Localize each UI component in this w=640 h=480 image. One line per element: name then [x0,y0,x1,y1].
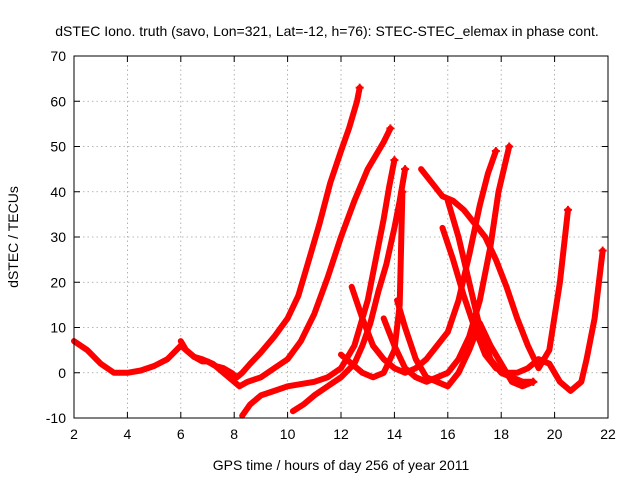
plus-marker [401,165,410,174]
series-line-4 [289,166,409,415]
plus-marker [563,205,572,214]
x-tick-label: 20 [547,426,563,442]
data-series [71,83,607,419]
y-tick-label: 30 [50,229,66,245]
plus-marker [355,83,364,92]
y-tick-label: -10 [46,410,66,426]
x-tick-label: 18 [493,426,509,442]
series-line-9 [418,166,571,372]
y-tick-label: 60 [50,93,66,109]
y-tick-label: 10 [50,320,66,336]
y-tick-label: 0 [58,365,66,381]
plus-marker [386,124,395,133]
series-line-11 [444,197,537,385]
y-tick-label: 20 [50,274,66,290]
plus-marker [398,187,407,196]
y-tick-label: 40 [50,184,66,200]
series-line-2 [177,125,394,390]
plus-marker [491,147,500,156]
series-line-3 [239,157,398,419]
x-tick-label: 6 [177,426,185,442]
plus-marker [505,142,514,151]
y-tick-label: 50 [50,139,66,155]
plus-marker [598,246,607,255]
plus-marker [390,156,399,165]
x-tick-label: 14 [387,426,403,442]
y-tick-label: 70 [50,48,66,64]
chart-title: dSTEC Iono. truth (savo, Lon=321, Lat=-1… [55,23,599,39]
x-tick-label: 12 [333,426,349,442]
x-tick-label: 22 [600,426,616,442]
x-tick-label: 8 [230,426,238,442]
axis-ticks: 2 4 6 8 10 12 14 16 18 20 22 -10 0 10 20 30 40 50 60 70 [46,48,616,442]
x-tick-label: 10 [280,426,296,442]
x-tick-label: 4 [124,426,132,442]
series-line-10 [439,224,606,394]
x-tick-label: 16 [440,426,456,442]
y-axis-label: dSTEC / TECUs [5,186,21,288]
plus-marker [529,377,538,386]
x-axis-label: GPS time / hours of day 256 of year 2011 [213,457,470,473]
x-tick-label: 2 [70,426,78,442]
series-line-1 [71,84,363,381]
